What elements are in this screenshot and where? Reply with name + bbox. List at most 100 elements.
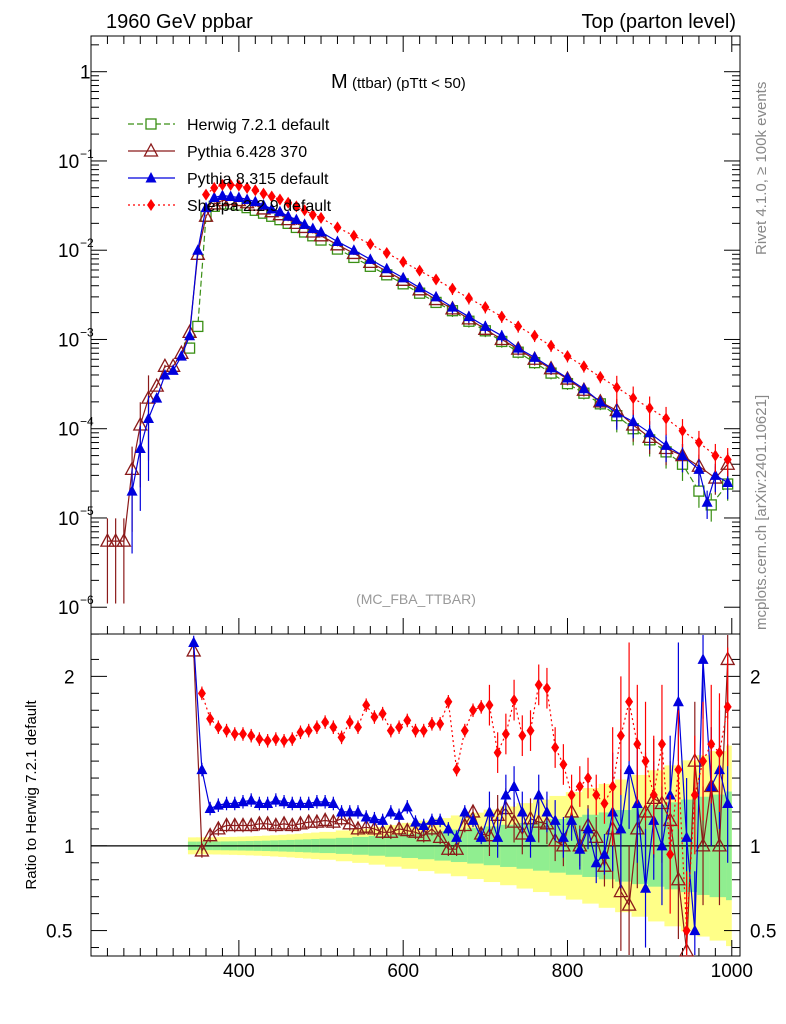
sherpa-point xyxy=(563,350,572,363)
pythia8-ratio-point xyxy=(401,800,413,812)
pythia8-point xyxy=(315,225,327,237)
pythia8-ratio-point xyxy=(598,848,610,859)
sherpa-ratio-point xyxy=(444,695,453,708)
sherpa-ratio-point xyxy=(370,711,379,724)
pythia8-point xyxy=(233,191,245,202)
pythia8-point xyxy=(693,463,705,474)
pythia8-point xyxy=(644,426,656,438)
pythia6-ratio-point xyxy=(481,827,498,842)
pythia8-point xyxy=(496,329,508,341)
sherpa-point xyxy=(530,329,539,342)
sherpa-ratio-point xyxy=(518,729,527,742)
sherpa-ratio-point xyxy=(559,758,568,771)
pythia8-point xyxy=(561,372,573,383)
pythia6-ratio-line xyxy=(193,650,729,951)
sherpa-ratio-point xyxy=(526,724,535,737)
ratio-panel: 0.5 0.5 1 1 2 2 400 600 800 1000 Ratio to Herwig … xyxy=(23,36,776,982)
legend-label: Herwig 7.2.1 default xyxy=(187,117,330,134)
pythia6-ratio-point xyxy=(588,829,604,844)
pythia6-ratio-point xyxy=(333,810,350,825)
sherpa-point xyxy=(514,320,523,333)
pythia8-point xyxy=(151,392,163,403)
herwig-line xyxy=(189,203,729,506)
pythia8-line xyxy=(131,194,728,505)
sherpa-ratio-point xyxy=(386,724,395,737)
sherpa-ratio-point xyxy=(707,738,716,751)
y-tick-exponent: −5 xyxy=(80,504,94,518)
sherpa-ratio-point xyxy=(666,848,675,861)
pythia8-ratio-point xyxy=(270,794,282,805)
pythia8-point xyxy=(594,395,606,407)
main-y-axis: 110−110−210−310−410−510−6 xyxy=(58,44,740,635)
x-tick-label: 400 xyxy=(223,961,255,982)
sherpa-point xyxy=(284,196,293,209)
legend-label: Pythia 8.315 default xyxy=(187,171,329,188)
pythia8-point xyxy=(722,476,734,487)
y-tick-label: 10 xyxy=(58,598,79,619)
ratio-y-tick-label: 1 xyxy=(64,837,75,858)
pythia8-ratio-point xyxy=(229,797,241,808)
pythia6-ratio-point xyxy=(276,815,292,830)
pythia6-ratio-point xyxy=(358,818,374,833)
pythia8-ratio-point xyxy=(434,814,446,825)
pythia8-ratio-point xyxy=(451,831,463,842)
pythia8-point xyxy=(258,199,270,210)
ratio-y-tick-label: 0.5 xyxy=(46,922,72,943)
pythia6-ratio-point xyxy=(391,820,407,835)
sherpa-point xyxy=(596,370,605,383)
pythia8-ratio-point xyxy=(237,795,249,807)
sherpa-point xyxy=(711,449,720,462)
pythia6-ratio-point xyxy=(399,822,415,837)
sherpa-ratio-point xyxy=(534,678,543,691)
herwig-series xyxy=(183,198,734,522)
sherpa-point xyxy=(448,282,457,295)
pythia8-point xyxy=(126,485,138,496)
x-tick-label: 600 xyxy=(387,961,419,982)
pythia8-ratio-point xyxy=(483,805,495,817)
y-tick-exponent: −4 xyxy=(80,415,94,429)
pythia8-point xyxy=(709,469,721,480)
legend-marker xyxy=(143,142,159,157)
sherpa-ratio-point xyxy=(501,727,510,740)
sherpa-ratio-point xyxy=(230,727,239,740)
pythia6-ratio-point xyxy=(531,813,547,828)
pythia8-ratio-point xyxy=(344,805,356,817)
pythia6-ratio-point xyxy=(251,815,268,830)
pythia8-ratio-point xyxy=(467,814,479,825)
pythia6-ratio-point xyxy=(514,825,530,840)
sherpa-ratio-point xyxy=(271,733,280,746)
pythia8-ratio-point xyxy=(336,805,348,817)
pythia6-ratio-point xyxy=(547,832,563,847)
pythia6-ratio-point xyxy=(711,837,728,852)
pythia8-point xyxy=(479,320,491,331)
pythia8-point xyxy=(512,342,524,353)
pythia8-point xyxy=(701,496,713,507)
pythia8-point xyxy=(578,382,590,394)
sherpa-ratio-point xyxy=(608,780,617,793)
sherpa-ratio-point xyxy=(403,714,412,727)
sherpa-point xyxy=(629,392,638,405)
pythia6-point xyxy=(149,377,165,392)
sherpa-series xyxy=(202,178,732,477)
pythia8-ratio-point xyxy=(204,802,216,814)
ratio-axes: 0.5 0.5 1 1 2 2 400 600 800 1000 xyxy=(46,36,776,982)
pythia8-point xyxy=(143,412,155,424)
sherpa-ratio-point xyxy=(345,716,354,729)
pythia6-ratio-point xyxy=(366,820,383,835)
sherpa-ratio-point xyxy=(575,780,584,793)
sherpa-ratio-point xyxy=(699,755,708,768)
sherpa-ratio-point xyxy=(469,704,478,717)
legend-marker xyxy=(145,172,157,183)
legend-marker xyxy=(145,118,157,130)
pythia8-ratio-point xyxy=(566,814,578,825)
pythia6-ratio-point xyxy=(342,815,358,830)
legend: Herwig 7.2.1 default Pythia 6.428 370 Pyth… xyxy=(128,117,332,215)
x-tick-label: 800 xyxy=(552,961,584,982)
y-tick-label: 10 xyxy=(58,152,79,173)
sherpa-point xyxy=(333,221,342,234)
sherpa-ratio-point xyxy=(214,721,223,734)
ratio-series-group xyxy=(186,635,736,957)
pythia8-point xyxy=(274,205,286,217)
pythia8-point xyxy=(446,301,458,312)
sherpa-ratio-point xyxy=(592,789,601,801)
